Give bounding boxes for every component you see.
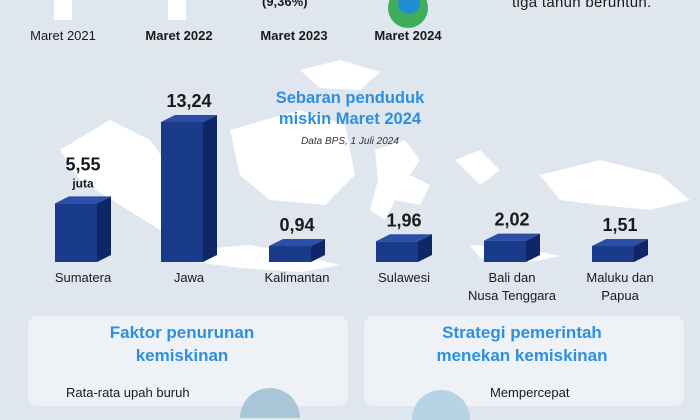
value-label-3: 0,94 bbox=[279, 215, 314, 235]
bar-top bbox=[161, 115, 217, 122]
bar-side bbox=[311, 239, 325, 262]
period-label-3: Maret 2023 bbox=[260, 28, 328, 43]
globe-icon-inner bbox=[398, 0, 420, 14]
category-label-6: Maluku dan bbox=[586, 270, 653, 285]
value-label-4: 1,96 bbox=[386, 210, 421, 230]
period-label-1: Maret 2021 bbox=[30, 28, 96, 43]
panel-strategi-text: Mempercepat bbox=[490, 385, 570, 400]
bar-side bbox=[526, 233, 540, 262]
chart-title: Sebaran penduduk miskin Maret 2024 bbox=[275, 89, 425, 128]
bar-front bbox=[484, 240, 526, 262]
panel-strategi bbox=[364, 316, 684, 406]
bar-top bbox=[484, 233, 540, 241]
bar-5 bbox=[484, 233, 540, 262]
chart-subtitle: Data BPS, 1 Juli 2024 bbox=[301, 136, 399, 147]
panel-faktor bbox=[28, 316, 348, 406]
bar-side bbox=[203, 115, 217, 262]
bar-front bbox=[592, 246, 634, 262]
panel-faktor-title-2: kemiskinan bbox=[135, 346, 229, 365]
bar-side bbox=[634, 239, 648, 262]
period-label-2: Maret 2022 bbox=[145, 28, 213, 43]
timeline-note: tiga tahun beruntun. bbox=[512, 0, 652, 11]
bar-front bbox=[55, 203, 97, 262]
bar-front bbox=[376, 241, 418, 262]
category-label-3: Kalimantan bbox=[264, 270, 329, 285]
panel-strategi-title-1: Strategi pemerintah bbox=[442, 323, 602, 342]
timeline-2023-pct: (9,36%) bbox=[262, 0, 308, 9]
bar-6 bbox=[592, 239, 648, 262]
unit-label: juta bbox=[71, 176, 94, 190]
bar-top bbox=[592, 239, 648, 246]
category-label-6: Papua bbox=[601, 288, 639, 303]
bar-side bbox=[97, 196, 111, 262]
panel-faktor-title-1: Faktor penurunan bbox=[109, 323, 255, 342]
category-label-5: Nusa Tenggara bbox=[468, 288, 557, 303]
category-label-1: Sumatera bbox=[55, 270, 112, 285]
bar-front bbox=[161, 122, 203, 262]
bar-2 bbox=[161, 115, 217, 262]
bar-side bbox=[418, 234, 432, 262]
bar-4 bbox=[376, 234, 432, 262]
bar-3 bbox=[269, 239, 325, 262]
bar-chart: 5,55 juta Sumatera 13,24 Jawa 0,94 Kalimantan 1… bbox=[55, 91, 654, 303]
value-label-2: 13,24 bbox=[166, 91, 211, 111]
category-label-2: Jawa bbox=[174, 270, 205, 285]
bar-top bbox=[269, 239, 325, 246]
bar-top bbox=[55, 196, 111, 204]
bar-1 bbox=[55, 196, 111, 262]
bar-top bbox=[376, 234, 432, 242]
period-label-4: Maret 2024 bbox=[374, 28, 442, 43]
category-label-4: Sulawesi bbox=[378, 270, 430, 285]
timeline-bar-2022 bbox=[168, 0, 186, 20]
value-label-6: 1,51 bbox=[602, 215, 637, 235]
value-label-1: 5,55 bbox=[65, 154, 100, 174]
timeline-bar-2021 bbox=[54, 0, 72, 20]
panel-strategi-title-2: menekan kemiskinan bbox=[436, 346, 608, 365]
category-label-5: Bali dan bbox=[489, 270, 536, 285]
bar-front bbox=[269, 246, 311, 262]
value-label-5: 2,02 bbox=[494, 210, 529, 230]
panel-faktor-text: Rata-rata upah buruh bbox=[66, 385, 190, 400]
